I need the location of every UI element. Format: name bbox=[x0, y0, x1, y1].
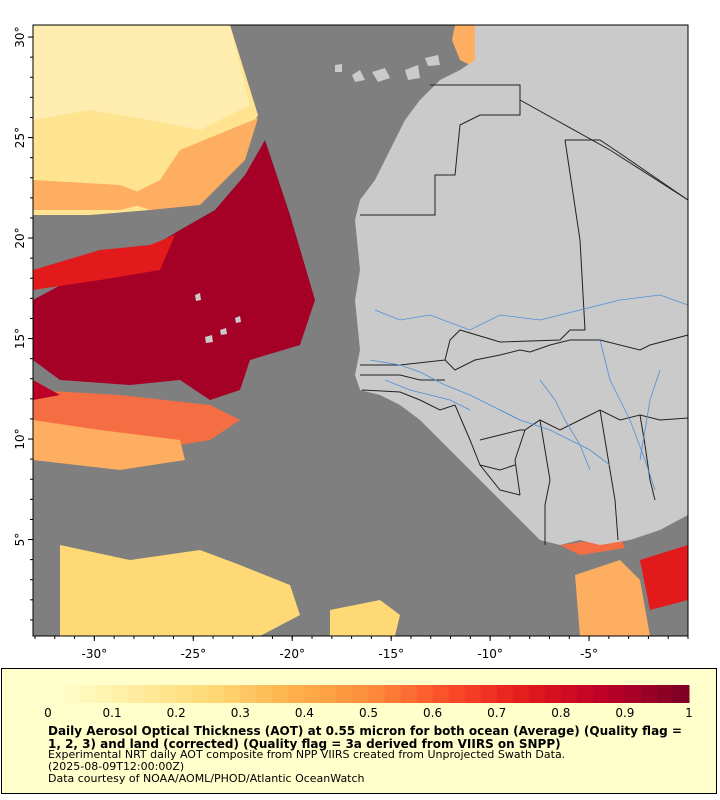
colorbar-swatch bbox=[464, 685, 482, 703]
colorbar-swatch bbox=[272, 685, 289, 703]
colorbar-swatch bbox=[128, 685, 145, 703]
colorbar-tick-label: 0 bbox=[44, 706, 52, 720]
colorbar-swatch bbox=[576, 685, 594, 703]
colorbar-swatch bbox=[352, 685, 369, 703]
legend-line-source: Experimental NRT daily AOT composite fro… bbox=[48, 748, 566, 761]
latitude-axis: 30° 25° 20° 15° 10° 5° bbox=[13, 26, 33, 621]
colorbar-tick-label: 0.1 bbox=[103, 706, 122, 720]
colorbar-swatch bbox=[416, 685, 434, 703]
colorbar-tick-label: 0.7 bbox=[487, 706, 506, 720]
lat-tick-label: 10° bbox=[13, 428, 27, 449]
colorbar-swatch bbox=[176, 685, 193, 703]
colorbar-tick-label: 0.8 bbox=[551, 706, 570, 720]
colorbar-swatch bbox=[192, 685, 209, 703]
colorbar-swatch bbox=[432, 685, 450, 703]
colorbar-swatch bbox=[368, 685, 386, 703]
colorbar-swatch bbox=[240, 685, 257, 703]
legend-line-credit: Data courtesy of NOAA/AOML/PHOD/Atlantic… bbox=[48, 772, 365, 785]
colorbar-swatch bbox=[480, 685, 498, 703]
colorbar-swatch bbox=[304, 685, 321, 703]
colorbar-swatch bbox=[544, 685, 562, 703]
aot-plume-dense bbox=[33, 140, 315, 470]
colorbar-swatch bbox=[560, 685, 578, 703]
lat-tick-label: 20° bbox=[13, 227, 27, 248]
colorbar-tick-label: 1 bbox=[685, 706, 693, 720]
lon-tick-label: -5° bbox=[580, 647, 598, 661]
colorbar-swatch bbox=[48, 685, 65, 703]
colorbar-swatch bbox=[400, 685, 418, 703]
colorbar-swatch bbox=[320, 685, 337, 703]
colorbar: 0 0.1 0.2 0.3 0.4 0.5 0.6 0.7 0.8 0.9 1 bbox=[44, 685, 693, 720]
legend-line-date: (2025-08-09T12:00:00Z) bbox=[48, 760, 185, 773]
colorbar-swatch bbox=[384, 685, 402, 703]
country-borders bbox=[360, 84, 689, 545]
colorbar-swatch bbox=[528, 685, 546, 703]
lat-tick-label: 5° bbox=[13, 533, 27, 547]
longitude-axis: -30° -25° -20° -15° -10° -5° bbox=[34, 636, 689, 661]
colorbar-swatch bbox=[336, 685, 353, 703]
colorbar-swatch bbox=[80, 685, 97, 703]
colorbar-tick-label: 0.5 bbox=[359, 706, 378, 720]
map-frame bbox=[32, 24, 689, 637]
legend-panel: 0 0.1 0.2 0.3 0.4 0.5 0.6 0.7 0.8 0.9 1 Daily Aero… bbox=[1, 668, 717, 794]
colorbar-swatch bbox=[448, 685, 466, 703]
lon-tick-label: -20° bbox=[279, 647, 305, 661]
lon-tick-label: -15° bbox=[378, 647, 404, 661]
colorbar-tick-label: 0.9 bbox=[615, 706, 634, 720]
aot-plume-north bbox=[33, 25, 258, 215]
lon-tick-label: -10° bbox=[477, 647, 503, 661]
colorbar-swatch bbox=[672, 685, 690, 703]
colorbar-tick-label: 0.4 bbox=[295, 706, 314, 720]
aot-plume-south bbox=[60, 537, 688, 636]
colorbar-swatch bbox=[608, 685, 626, 703]
lat-tick-label: 15° bbox=[13, 328, 27, 349]
colorbar-tick-label: 0.2 bbox=[167, 706, 186, 720]
colorbar-swatch bbox=[208, 685, 225, 703]
colorbar-swatch bbox=[624, 685, 642, 703]
legend-title: Daily Aerosol Optical Thickness (AOT) at… bbox=[48, 724, 682, 751]
colorbar-tick-label: 0.3 bbox=[231, 706, 250, 720]
colorbar-swatch bbox=[224, 685, 241, 703]
colorbar-swatch bbox=[288, 685, 305, 703]
aot-map: -30° -25° -20° -15° -10° -5° 30° 25° 20° 15° 10° 5… bbox=[13, 24, 689, 661]
rivers bbox=[369, 294, 689, 491]
colorbar-swatch bbox=[144, 685, 161, 703]
colorbar-tick-label: 0.6 bbox=[423, 706, 442, 720]
colorbar-swatch bbox=[512, 685, 530, 703]
colorbar-swatch bbox=[96, 685, 113, 703]
colorbar-swatch bbox=[112, 685, 129, 703]
colorbar-swatch bbox=[592, 685, 610, 703]
colorbar-swatches bbox=[48, 685, 690, 703]
colorbar-swatch bbox=[64, 685, 81, 703]
lon-tick-label: -25° bbox=[180, 647, 206, 661]
lat-tick-label: 30° bbox=[13, 26, 27, 47]
colorbar-swatch bbox=[640, 685, 658, 703]
colorbar-swatch bbox=[160, 685, 177, 703]
colorbar-swatch bbox=[256, 685, 273, 703]
land bbox=[195, 25, 688, 545]
lon-tick-label: -30° bbox=[82, 647, 108, 661]
legend-description: Experimental NRT daily AOT composite fro… bbox=[48, 749, 688, 785]
colorbar-labels: 0 0.1 0.2 0.3 0.4 0.5 0.6 0.7 0.8 0.9 1 bbox=[44, 706, 693, 720]
colorbar-swatch bbox=[496, 685, 514, 703]
lat-tick-label: 25° bbox=[13, 127, 27, 148]
colorbar-swatch bbox=[656, 685, 674, 703]
